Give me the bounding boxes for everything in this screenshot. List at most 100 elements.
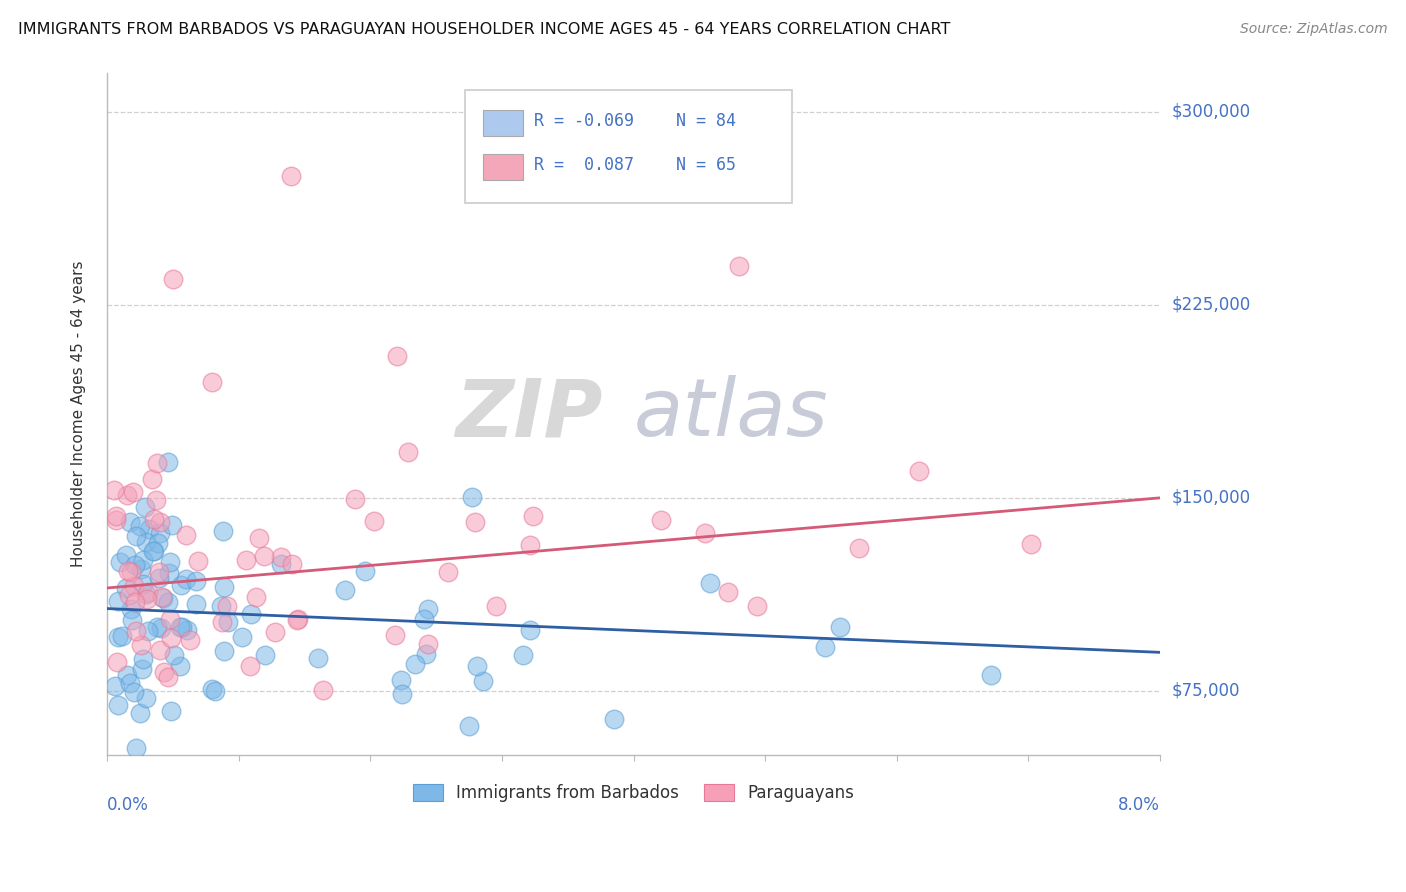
Point (170, 578, 193, 592)
Point (141, 472, 163, 486)
Point (270, 558, 292, 572)
Point (135, 591, 157, 606)
Text: IMMIGRANTS FROM BARBADOS VS PARAGUAYAN HOUSEHOLDER INCOME AGES 45 - 64 YEARS COR: IMMIGRANTS FROM BARBADOS VS PARAGUAYAN H… (18, 22, 950, 37)
Point (129, 639, 152, 653)
Point (201, 681, 224, 696)
Point (217, 615, 239, 629)
Point (458, 719, 481, 733)
Point (134, 500, 156, 514)
Point (121, 484, 143, 499)
Point (391, 687, 413, 701)
Text: atlas: atlas (634, 376, 828, 453)
Point (131, 561, 153, 575)
Point (156, 670, 179, 684)
Point (136, 585, 159, 599)
Point (135, 535, 157, 549)
Point (115, 581, 138, 595)
Point (160, 704, 183, 718)
Point (418, 602, 440, 616)
Point (270, 550, 292, 565)
Text: R =  0.087: R = 0.087 (533, 156, 634, 174)
Point (122, 684, 145, 698)
Point (693, 525, 716, 540)
Point (389, 673, 412, 687)
Text: N = 65: N = 65 (676, 156, 735, 174)
Point (519, 623, 541, 637)
Point (104, 513, 127, 527)
Point (699, 576, 721, 591)
Point (512, 648, 534, 662)
Point (145, 620, 167, 634)
Point (146, 456, 169, 470)
Point (214, 644, 236, 658)
Point (231, 630, 253, 644)
Point (107, 698, 129, 712)
Point (464, 515, 486, 529)
Point (412, 611, 434, 625)
Point (485, 599, 508, 613)
Text: Source: ZipAtlas.com: Source: ZipAtlas.com (1240, 22, 1388, 37)
Point (114, 548, 136, 562)
Point (121, 614, 143, 628)
Point (142, 512, 165, 526)
Point (149, 643, 172, 657)
Point (343, 491, 366, 506)
Point (129, 519, 152, 533)
Y-axis label: Householder Income Ages 45 - 64 years: Householder Income Ages 45 - 64 years (72, 261, 86, 567)
Point (717, 585, 740, 599)
Point (149, 525, 172, 540)
Point (239, 658, 262, 673)
Point (104, 508, 127, 523)
Point (980, 668, 1002, 682)
Point (148, 565, 170, 579)
Point (363, 514, 385, 528)
Point (212, 524, 235, 538)
Point (156, 455, 179, 469)
Text: 0.0%: 0.0% (107, 797, 149, 814)
Point (215, 599, 238, 613)
Point (727, 259, 749, 273)
Point (650, 514, 672, 528)
Point (280, 557, 302, 571)
Point (174, 572, 197, 586)
Point (404, 657, 426, 671)
Point (184, 597, 207, 611)
Point (124, 558, 146, 572)
Point (908, 465, 931, 479)
Point (159, 612, 181, 626)
Point (107, 593, 129, 607)
Point (170, 620, 193, 634)
Point (149, 515, 172, 529)
Point (159, 555, 181, 569)
Point (160, 631, 183, 645)
Point (176, 623, 198, 637)
Point (745, 599, 768, 613)
Point (160, 518, 183, 533)
FancyBboxPatch shape (465, 90, 792, 202)
Point (169, 659, 191, 673)
Point (415, 647, 437, 661)
Point (385, 349, 408, 363)
Point (135, 691, 157, 706)
Point (187, 554, 209, 568)
Point (472, 674, 495, 689)
Point (152, 591, 174, 606)
Point (118, 676, 141, 690)
Point (132, 552, 155, 566)
Text: ZIP: ZIP (454, 376, 602, 453)
Point (132, 576, 155, 591)
Point (150, 621, 173, 635)
Point (312, 683, 335, 698)
Point (396, 445, 419, 459)
Point (117, 667, 139, 681)
Point (247, 531, 270, 545)
Text: $75,000: $75,000 (1171, 682, 1240, 700)
Point (110, 629, 132, 643)
Point (214, 580, 236, 594)
Point (307, 650, 329, 665)
FancyBboxPatch shape (484, 154, 523, 180)
Point (104, 679, 127, 693)
Point (132, 652, 155, 666)
Point (240, 607, 263, 622)
Point (120, 602, 142, 616)
